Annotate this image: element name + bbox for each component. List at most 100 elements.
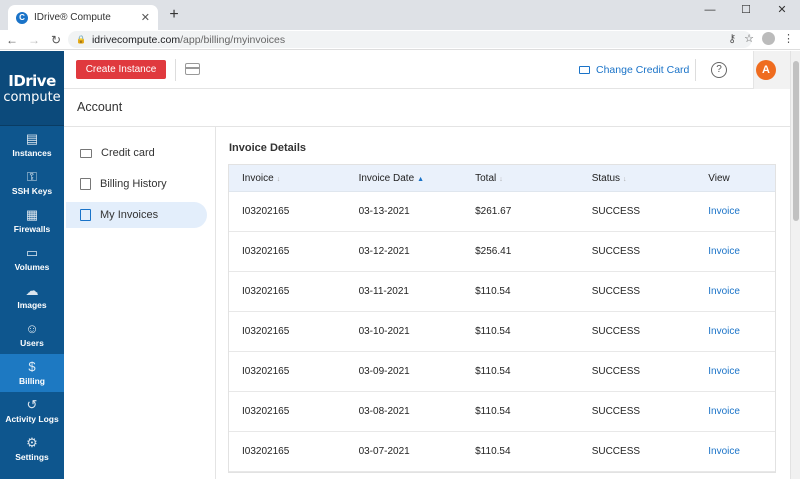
submenu-item-my-invoices[interactable]: My Invoices bbox=[66, 202, 207, 228]
url-host: idrivecompute.com bbox=[91, 33, 181, 46]
back-arrow-icon[interactable]: ← bbox=[6, 32, 18, 47]
account-menu[interactable]: A bbox=[753, 51, 790, 89]
profile-icon[interactable] bbox=[762, 32, 775, 45]
idrive-compute-logo[interactable]: IDrive compute bbox=[0, 51, 64, 126]
sort-arrow-up-icon: ▲ bbox=[417, 175, 425, 183]
invoice-total: $110.54 bbox=[475, 286, 511, 297]
scrollbar-thumb[interactable] bbox=[793, 61, 799, 221]
billing-icon: $ bbox=[28, 359, 36, 374]
address-bar: ← → ↻ 🔒 idrivecompute.com/app/billing/my… bbox=[0, 30, 800, 50]
table-row: I03202165 03-07-2021 $110.54 SUCCESS Invoice bbox=[229, 432, 775, 472]
invoice-status: SUCCESS bbox=[591, 446, 641, 457]
invoice-total: $256.41 bbox=[475, 246, 512, 257]
invoice-number: I03202165 bbox=[242, 286, 290, 297]
sort-arrow-icon: ↓ bbox=[499, 175, 503, 183]
gear-icon: ⚙ bbox=[26, 435, 38, 450]
url-field[interactable]: 🔒 idrivecompute.com/app/billing/myinvoic… bbox=[68, 31, 752, 48]
invoice-total: $110.54 bbox=[475, 446, 511, 457]
cloud-icon: ☁ bbox=[25, 283, 39, 298]
close-icon[interactable]: ✕ bbox=[140, 12, 150, 24]
view-invoice-link[interactable]: Invoice bbox=[708, 446, 740, 457]
avatar[interactable]: A bbox=[756, 60, 776, 80]
url-path: /app/billing/myinvoices bbox=[180, 33, 286, 46]
new-tab-plus-icon[interactable]: + bbox=[169, 6, 179, 23]
header-view: View bbox=[708, 172, 730, 184]
invoice-total: $110.54 bbox=[475, 406, 511, 417]
invoice-number: I03202165 bbox=[242, 326, 290, 337]
sort-arrow-icon: ↓ bbox=[623, 175, 627, 183]
sidebar-item-volumes[interactable]: ▭ Volumes bbox=[14, 245, 50, 273]
change-credit-card-link[interactable]: Change Credit Card bbox=[579, 64, 689, 76]
sidebar-item-instances[interactable]: ▤ Instances bbox=[12, 131, 52, 159]
invoice-number: I03202165 bbox=[242, 246, 290, 257]
invoice-table: Invoice ↓ Invoice Date ▲ Total ↓ Status ↓ Vi… bbox=[228, 164, 776, 473]
view-invoice-link[interactable]: Invoice bbox=[708, 246, 740, 257]
forward-arrow-icon[interactable]: → bbox=[28, 32, 40, 47]
billing-submenu: Credit card Billing History My Invoices bbox=[64, 127, 216, 479]
create-instance-button[interactable]: Create Instance bbox=[76, 60, 166, 79]
minimize-icon[interactable]: — bbox=[704, 4, 716, 16]
header-invoice[interactable]: Invoice ↓ bbox=[242, 172, 281, 184]
submenu-item-credit-card[interactable]: Credit card bbox=[66, 140, 207, 166]
invoice-number: I03202165 bbox=[242, 446, 290, 457]
view-invoice-link[interactable]: Invoice bbox=[708, 326, 740, 337]
key-icon: ⚿ bbox=[27, 169, 37, 184]
header-total[interactable]: Total ↓ bbox=[475, 172, 503, 184]
browser-tab[interactable]: C IDrive® Compute ✕ bbox=[8, 5, 158, 30]
sidebar-item-ssh-keys[interactable]: ⚿ SSH Keys bbox=[11, 169, 53, 197]
invoice-date: 03-11-2021 bbox=[358, 286, 409, 297]
sidebar-item-billing[interactable]: $ Billing bbox=[0, 354, 64, 392]
reload-icon[interactable]: ↻ bbox=[50, 32, 62, 47]
invoice-date: 03-12-2021 bbox=[358, 246, 410, 257]
window-close-icon[interactable]: ✕ bbox=[777, 4, 787, 16]
header-status[interactable]: Status ↓ bbox=[591, 172, 627, 184]
sidebar-item-activity-logs[interactable]: ↺ Activity Logs bbox=[5, 397, 59, 425]
key-icon[interactable]: ⚷ bbox=[728, 33, 737, 45]
invoice-date: 03-13-2021 bbox=[358, 206, 410, 217]
view-invoice-link[interactable]: Invoice bbox=[708, 206, 740, 217]
sidebar-item-settings[interactable]: ⚙ Settings bbox=[15, 435, 49, 463]
table-row: I03202165 03-10-2021 $110.54 SUCCESS Invoice bbox=[229, 312, 775, 352]
invoice-date: 03-07-2021 bbox=[358, 446, 410, 457]
invoice-status: SUCCESS bbox=[591, 406, 641, 417]
scrollbar[interactable] bbox=[790, 51, 800, 479]
sort-arrow-icon: ↓ bbox=[276, 175, 281, 183]
divider bbox=[64, 126, 790, 127]
view-invoice-link[interactable]: Invoice bbox=[708, 406, 740, 417]
firewall-icon: ▦ bbox=[25, 207, 39, 222]
sidebar-item-firewalls[interactable]: ▦ Firewalls bbox=[13, 207, 51, 235]
sidebar-item-images[interactable]: ☁ Images bbox=[17, 283, 47, 311]
page-title: Account bbox=[77, 100, 123, 114]
invoice-total: $110.54 bbox=[475, 366, 511, 377]
submenu-item-billing-history[interactable]: Billing History bbox=[66, 171, 207, 197]
invoice-number: I03202165 bbox=[242, 366, 290, 377]
divider bbox=[175, 59, 176, 81]
view-invoice-link[interactable]: Invoice bbox=[708, 286, 740, 297]
divider bbox=[695, 59, 696, 81]
maximize-icon[interactable]: ☐ bbox=[741, 4, 751, 16]
invoice-status: SUCCESS bbox=[591, 286, 641, 297]
star-icon[interactable]: ☆ bbox=[744, 33, 754, 45]
invoice-total: $261.67 bbox=[475, 206, 512, 217]
invoice-date: 03-08-2021 bbox=[358, 406, 410, 417]
browser-tab-bar: C IDrive® Compute ✕ + — ☐ ✕ bbox=[0, 0, 800, 30]
document-icon bbox=[80, 178, 91, 190]
instances-icon: ▤ bbox=[25, 131, 39, 146]
invoice-status: SUCCESS bbox=[591, 206, 641, 217]
sidebar-item-users[interactable]: ☺ Users bbox=[20, 321, 44, 349]
table-row: I03202165 03-13-2021 $261.67 SUCCESS Invoice bbox=[229, 192, 775, 232]
credit-card-icon bbox=[80, 148, 92, 158]
top-bar: Create Instance Change Credit Card ? A bbox=[64, 51, 790, 89]
invoice-icon bbox=[80, 209, 91, 221]
tab-title: IDrive® Compute bbox=[34, 12, 111, 23]
view-invoice-link[interactable]: Invoice bbox=[708, 366, 740, 377]
help-icon[interactable]: ? bbox=[711, 62, 727, 78]
card-list-icon[interactable] bbox=[185, 63, 200, 75]
table-row: I03202165 03-12-2021 $256.41 SUCCESS Invoice bbox=[229, 232, 775, 272]
volume-icon: ▭ bbox=[25, 245, 39, 260]
header-invoice-date[interactable]: Invoice Date ▲ bbox=[358, 172, 425, 184]
kebab-menu-icon[interactable]: ⋮ bbox=[783, 33, 794, 45]
invoice-number: I03202165 bbox=[242, 406, 290, 417]
invoice-date: 03-10-2021 bbox=[358, 326, 410, 337]
table-row: I03202165 03-09-2021 $110.54 SUCCESS Invoice bbox=[229, 352, 775, 392]
